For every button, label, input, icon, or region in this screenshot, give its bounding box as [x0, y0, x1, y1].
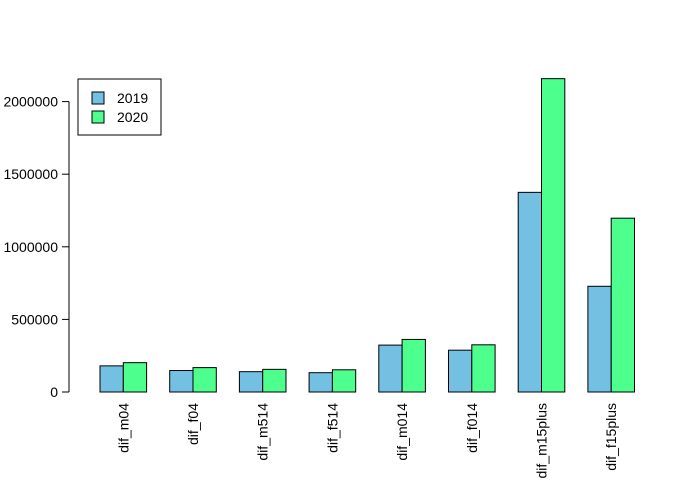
legend-box	[77, 78, 162, 136]
bar-dif_f15plus-2020	[610, 217, 636, 393]
y-tick-label: 0	[50, 384, 58, 400]
bar-dif_m15plus-2020	[541, 78, 566, 393]
legend: 2019 2020	[77, 78, 162, 136]
y-tick-label: 1000000	[3, 239, 58, 255]
bar-dif_f04-2020	[192, 367, 217, 393]
x-tick-label: dif_f04	[185, 403, 201, 445]
bar-dif_m15plus-2019	[517, 191, 543, 393]
bar-dif_f014-2020	[471, 344, 496, 393]
y-tick-label: 1500000	[3, 166, 58, 182]
x-tick-label: dif_m15plus	[534, 403, 550, 479]
bar-dif_m514-2020	[262, 368, 287, 393]
legend-label-2019: 2019	[117, 90, 148, 106]
legend-label-2020: 2020	[117, 109, 148, 125]
x-axis-labels: dif_m04 dif_f04 dif_m514 dif_f514 dif_m014 di…	[115, 403, 619, 479]
y-axis: 0 500000 1000000 1500000 2000000	[3, 94, 70, 400]
bar-dif_f15plus-2019	[587, 285, 612, 393]
bars-group	[99, 78, 636, 393]
bar-dif_m014-2019	[378, 344, 403, 393]
y-tick-label: 2000000	[3, 94, 58, 110]
bar-dif_f014-2019	[448, 349, 473, 393]
bar-dif_m04-2019	[99, 365, 124, 393]
y-tick-label: 500000	[11, 311, 58, 327]
legend-swatch-2020	[91, 110, 105, 124]
bar-dif_m014-2020	[401, 338, 426, 393]
x-tick-label: dif_f514	[324, 403, 340, 453]
bar-dif_m514-2019	[238, 371, 264, 393]
x-tick-label: dif_f014	[464, 403, 480, 453]
x-tick-label: dif_m514	[255, 403, 271, 461]
bar-dif_m04-2020	[122, 362, 148, 393]
x-tick-label: dif_m04	[115, 403, 131, 453]
bar-dif_f514-2019	[308, 372, 333, 393]
legend-swatch-2019	[91, 91, 105, 105]
bar-dif_f514-2020	[331, 369, 357, 393]
x-tick-label: dif_m014	[394, 403, 410, 461]
x-tick-label: dif_f15plus	[603, 403, 619, 471]
bar-dif_f04-2019	[169, 370, 194, 393]
